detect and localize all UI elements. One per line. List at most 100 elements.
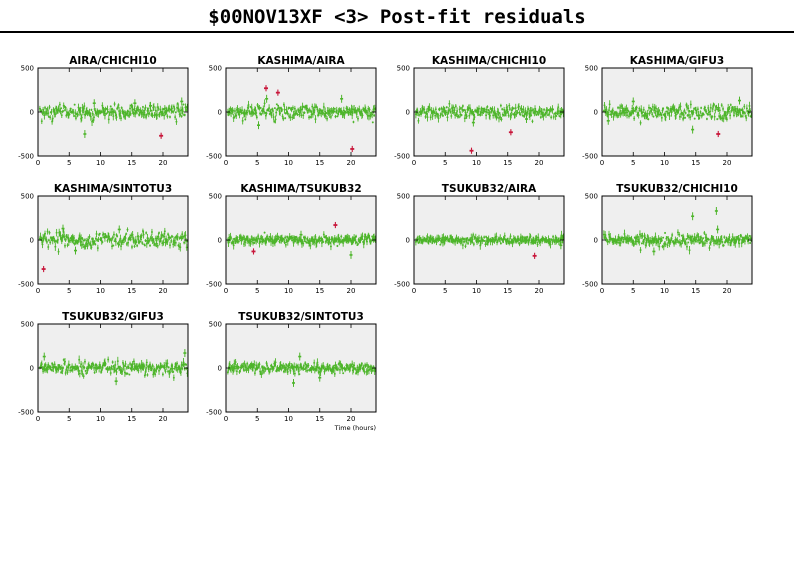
data-points xyxy=(226,221,377,259)
panel-title: TSUKUB32/SINTOTU3 xyxy=(238,311,364,323)
y-tick-label: 500 xyxy=(397,65,410,73)
x-tick-label: 20 xyxy=(347,159,356,167)
y-tick-label: 500 xyxy=(209,193,222,201)
data-points xyxy=(602,207,753,256)
y-tick-label: 500 xyxy=(21,65,34,73)
x-tick-label: 0 xyxy=(36,159,40,167)
x-tick-label: 15 xyxy=(127,415,136,423)
y-tick-label: 0 xyxy=(218,237,222,245)
panel-title: KASHIMA/AIRA xyxy=(257,55,345,67)
x-tick-label: 0 xyxy=(600,159,604,167)
x-tick-label: 15 xyxy=(127,159,136,167)
y-tick-label: -500 xyxy=(582,281,598,289)
title-divider xyxy=(0,31,794,33)
x-tick-label: 0 xyxy=(224,159,228,167)
x-tick-label: 5 xyxy=(255,287,259,295)
x-tick-label: 10 xyxy=(284,415,293,423)
y-tick-label: 0 xyxy=(30,237,34,245)
x-tick-label: 20 xyxy=(347,287,356,295)
x-tick-label: 10 xyxy=(660,287,669,295)
x-tick-label: 10 xyxy=(96,287,105,295)
x-tick-label: 0 xyxy=(600,287,604,295)
y-tick-label: 500 xyxy=(585,193,598,201)
y-tick-label: 500 xyxy=(21,193,34,201)
y-tick-label: -500 xyxy=(394,281,410,289)
y-tick-label: 0 xyxy=(218,365,222,373)
x-tick-label: 20 xyxy=(347,415,356,423)
y-tick-label: -500 xyxy=(582,153,598,161)
panel-title: KASHIMA/SINTOTU3 xyxy=(54,183,172,195)
y-tick-label: 0 xyxy=(218,109,222,117)
x-tick-label: 15 xyxy=(315,159,324,167)
data-points xyxy=(226,85,377,153)
x-tick-label: 10 xyxy=(96,159,105,167)
x-tick-label: 5 xyxy=(255,415,259,423)
x-tick-label: 5 xyxy=(67,287,71,295)
x-tick-label: 15 xyxy=(315,287,324,295)
panel-title: KASHIMA/TSUKUB32 xyxy=(240,183,361,195)
x-tick-label: 10 xyxy=(284,159,293,167)
data-points xyxy=(38,224,189,273)
data-points xyxy=(602,96,753,138)
data-points xyxy=(38,349,189,386)
x-axis-label: Time (hours) xyxy=(334,424,376,432)
x-tick-label: 5 xyxy=(631,159,635,167)
y-tick-label: -500 xyxy=(206,281,222,289)
x-tick-label: 15 xyxy=(503,159,512,167)
y-tick-label: -500 xyxy=(206,153,222,161)
x-tick-label: 20 xyxy=(723,159,732,167)
x-tick-label: 5 xyxy=(631,287,635,295)
y-tick-label: -500 xyxy=(206,409,222,417)
data-points xyxy=(414,230,565,259)
y-tick-label: 0 xyxy=(406,109,410,117)
y-tick-label: -500 xyxy=(18,409,34,417)
y-tick-label: -500 xyxy=(18,281,34,289)
x-tick-label: 10 xyxy=(472,159,481,167)
x-tick-label: 0 xyxy=(412,159,416,167)
page-title: $00NOV13XF <3> Post-fit residuals xyxy=(208,6,586,28)
x-tick-label: 20 xyxy=(723,287,732,295)
x-tick-label: 5 xyxy=(67,415,71,423)
y-tick-label: -500 xyxy=(18,153,34,161)
y-tick-label: 0 xyxy=(406,237,410,245)
x-tick-label: 5 xyxy=(255,159,259,167)
x-tick-label: 15 xyxy=(691,287,700,295)
y-tick-label: 0 xyxy=(30,109,34,117)
y-tick-label: 500 xyxy=(397,193,410,201)
panel-title: KASHIMA/CHICHI10 xyxy=(432,55,546,67)
x-tick-label: 0 xyxy=(412,287,416,295)
panel-title: AIRA/CHICHI10 xyxy=(69,55,157,67)
x-tick-label: 5 xyxy=(443,287,447,295)
x-tick-label: 20 xyxy=(535,287,544,295)
data-points xyxy=(226,352,377,387)
x-tick-label: 20 xyxy=(159,415,168,423)
x-tick-label: 10 xyxy=(96,415,105,423)
panel-title: TSUKUB32/CHICHI10 xyxy=(616,183,738,195)
data-points xyxy=(38,97,189,139)
y-tick-label: 500 xyxy=(209,321,222,329)
y-tick-label: -500 xyxy=(394,153,410,161)
x-tick-label: 15 xyxy=(315,415,324,423)
data-points xyxy=(414,100,565,154)
x-tick-label: 10 xyxy=(472,287,481,295)
y-tick-label: 0 xyxy=(594,109,598,117)
y-tick-label: 0 xyxy=(30,365,34,373)
panel-title: TSUKUB32/GIFU3 xyxy=(62,311,164,323)
y-tick-label: 500 xyxy=(209,65,222,73)
x-tick-label: 10 xyxy=(284,287,293,295)
x-tick-label: 0 xyxy=(36,415,40,423)
x-tick-label: 5 xyxy=(67,159,71,167)
x-tick-label: 10 xyxy=(660,159,669,167)
y-tick-label: 500 xyxy=(585,65,598,73)
panel-title: TSUKUB32/AIRA xyxy=(442,183,537,195)
